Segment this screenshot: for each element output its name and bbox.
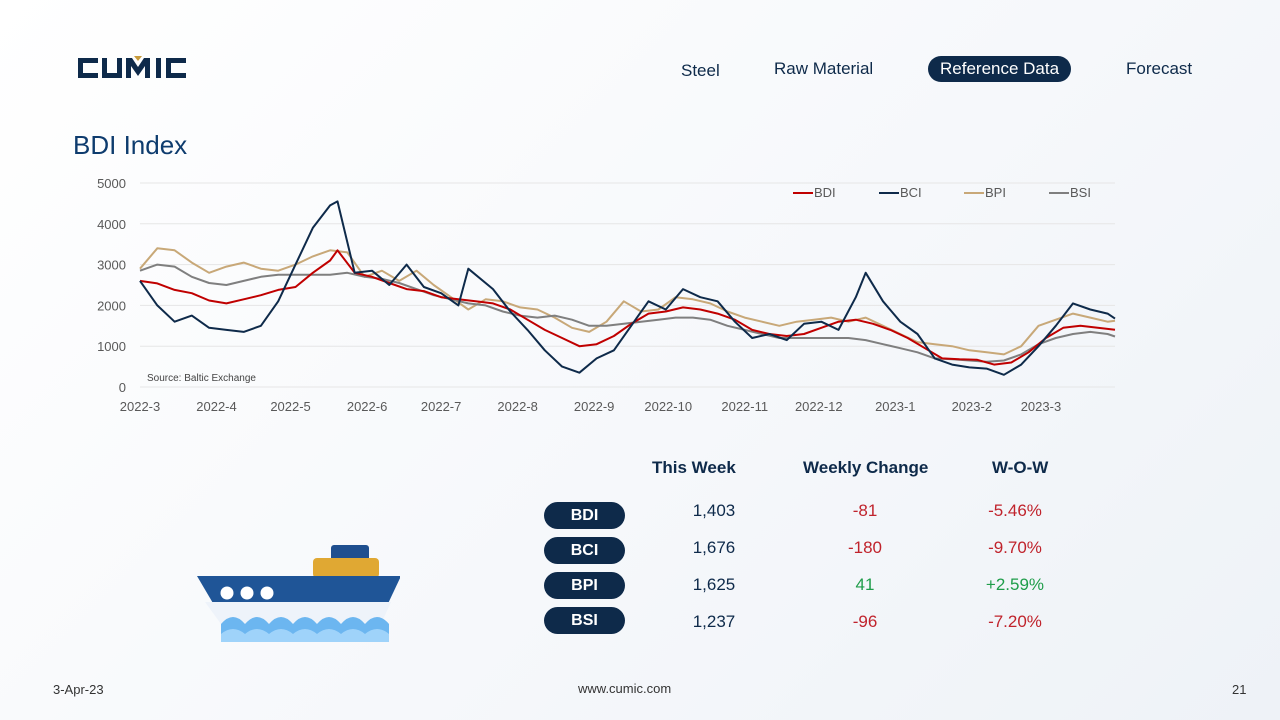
x-tick-label: 2022-4: [196, 399, 236, 414]
legend-label-bpi: BPI: [985, 185, 1006, 200]
x-tick-label: 2022-6: [347, 399, 387, 414]
footer-page-number: 21: [1232, 682, 1247, 697]
x-tick-label: 2023-1: [875, 399, 915, 414]
index-pill-bsi: BSI: [544, 607, 625, 634]
weekly-change-bsi: -96: [852, 612, 878, 631]
nav-reference-data[interactable]: Reference Data: [928, 56, 1072, 82]
source-note: Source: Baltic Exchange: [147, 373, 256, 384]
index-pill-bci: BCI: [544, 537, 625, 564]
cumic-logo[interactable]: [76, 54, 206, 82]
legend-label-bci: BCI: [900, 185, 922, 200]
x-tick-label: 2022-5: [270, 399, 310, 414]
y-tick-label: 2000: [97, 298, 126, 313]
x-tick-label: 2022-7: [421, 399, 461, 414]
series-line-bsi: [139, 263, 1116, 363]
series-line-bpi: [139, 247, 1116, 356]
y-axis-ticks: 0 1000 2000 3000 4000 5000: [97, 176, 126, 395]
header-weekly-change: Weekly Change: [803, 458, 929, 477]
header-this-week: This Week: [652, 458, 736, 477]
wow-bci: -9.70%: [988, 538, 1042, 557]
index-pill-bdi: BDI: [544, 502, 625, 529]
legend-label-bdi: BDI: [814, 185, 836, 200]
wow-bsi: -7.20%: [988, 612, 1042, 631]
y-tick-label: 1000: [97, 339, 126, 354]
weekly-change-bci: -180: [847, 538, 883, 557]
this-week-bsi: 1,237: [692, 612, 736, 631]
header-wow: W-O-W: [992, 458, 1049, 477]
index-pill-bpi: BPI: [544, 572, 625, 599]
x-tick-label: 2022-9: [574, 399, 614, 414]
x-tick-label: 2023-2: [952, 399, 992, 414]
this-week-bdi: 1,403: [692, 501, 736, 520]
chart-grid: [140, 182, 1115, 388]
series-line-bci: [139, 200, 1116, 376]
weekly-change-bpi: 41: [855, 575, 875, 594]
wow-bdi: -5.46%: [988, 501, 1042, 520]
x-tick-label: 2022-11: [721, 399, 768, 414]
logo-accent-shape: [134, 56, 142, 61]
weekly-change-bdi: -81: [852, 501, 878, 520]
x-tick-label: 2022-3: [120, 399, 160, 414]
legend-label-bsi: BSI: [1070, 185, 1091, 200]
this-week-bpi: 1,625: [692, 575, 736, 594]
nav-steel[interactable]: Steel: [681, 61, 720, 80]
nav-forecast[interactable]: Forecast: [1126, 59, 1193, 78]
page-title: BDI Index: [73, 130, 188, 160]
footer-website[interactable]: www.cumic.com: [578, 681, 672, 696]
x-tick-label: 2023-3: [1021, 399, 1061, 414]
y-tick-label: 5000: [97, 176, 126, 191]
y-tick-label: 3000: [97, 258, 126, 273]
series-line-bdi: [139, 249, 1116, 366]
footer-date: 3-Apr-23: [53, 682, 104, 697]
cargo-ship-icon: [197, 545, 400, 642]
x-axis-ticks: 2022-3 2022-4 2022-5 2022-6 2022-7 2022-8 2022…: [120, 399, 1061, 414]
y-tick-label: 0: [119, 380, 126, 395]
x-tick-label: 2022-10: [644, 399, 692, 414]
y-tick-label: 4000: [97, 217, 126, 232]
chart-legend: BDI BCI BPI BSI: [793, 185, 1091, 200]
this-week-bci: 1,676: [692, 538, 736, 557]
nav-raw-material[interactable]: Raw Material: [774, 59, 874, 78]
x-tick-label: 2022-12: [795, 399, 843, 414]
chart-series-lines: [139, 200, 1116, 376]
wow-bpi: +2.59%: [985, 575, 1045, 594]
x-tick-label: 2022-8: [497, 399, 537, 414]
bdi-line-chart: 0 1000 2000 3000 4000 5000 2022-3 2022-4 2022-5…: [97, 176, 1116, 414]
